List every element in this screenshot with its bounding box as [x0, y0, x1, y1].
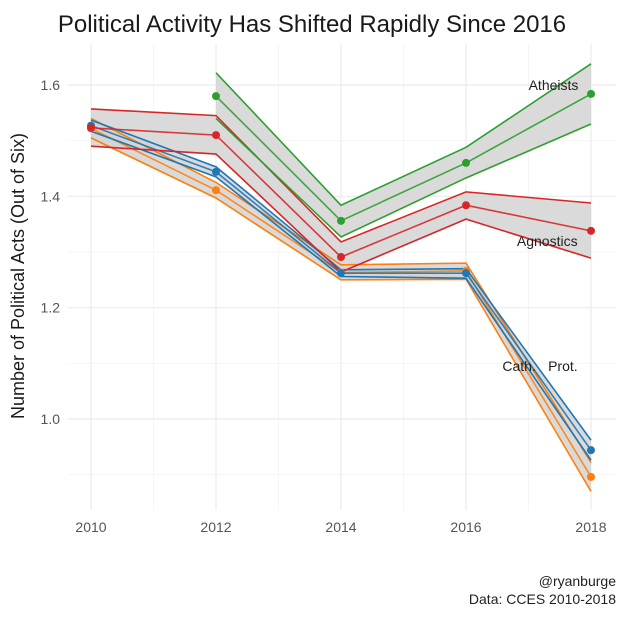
y-tick-label: 1.6 — [41, 77, 61, 93]
y-tick-label: 1.4 — [41, 188, 61, 204]
caption-source: Data: CCES 2010-2018 — [469, 591, 616, 607]
upper-bound-line-atheists — [215, 63, 592, 207]
data-point-cath — [587, 472, 595, 481]
y-axis-label: Number of Political Acts (Out of Six) — [8, 133, 28, 419]
annotation-prot: Prot. — [548, 358, 578, 374]
data-point-agnostics — [587, 226, 595, 235]
chart-title: Political Activity Has Shifted Rapidly S… — [58, 11, 566, 38]
data-point-atheists — [462, 158, 470, 167]
data-point-atheists — [337, 216, 345, 225]
data-point-agnostics — [337, 253, 345, 262]
data-point-prot — [337, 269, 345, 278]
ribbon-agnostics — [91, 108, 591, 273]
ribbon-atheists — [216, 63, 591, 237]
lower-bound-line-cath — [90, 137, 592, 492]
y-tick-labels: 1.0 1.2 1.4 1.6 — [41, 77, 61, 427]
data-point-cath — [212, 186, 220, 195]
y-tick-label: 1.0 — [41, 411, 61, 427]
lower-bound-line-atheists — [215, 117, 592, 238]
mean-line-atheists — [215, 93, 592, 222]
x-tick-labels: 2010 2012 2014 2016 2018 — [75, 519, 606, 535]
confidence-ribbons — [91, 63, 591, 492]
data-point-agnostics — [462, 201, 470, 210]
x-tick-label: 2012 — [200, 519, 231, 535]
data-point-atheists — [212, 92, 220, 101]
data-point-agnostics — [87, 123, 95, 132]
series-annotations: Atheists Agnostics Cath. Prot. — [502, 77, 578, 374]
series-points — [87, 89, 595, 481]
annotation-cath: Cath. — [502, 358, 535, 374]
x-tick-label: 2010 — [75, 519, 106, 535]
data-point-prot — [587, 446, 595, 455]
annotation-agnostics: Agnostics — [517, 233, 578, 249]
x-tick-label: 2016 — [450, 519, 481, 535]
upper-bound-line-agnostics — [90, 108, 592, 243]
x-tick-label: 2018 — [575, 519, 606, 535]
y-tick-label: 1.2 — [41, 300, 61, 316]
gridlines — [68, 44, 616, 510]
data-point-agnostics — [212, 131, 220, 140]
x-tick-label: 2014 — [325, 519, 356, 535]
data-point-atheists — [587, 89, 595, 98]
annotation-atheists: Atheists — [529, 77, 579, 93]
data-point-prot — [212, 167, 220, 176]
data-point-prot — [462, 269, 470, 278]
caption-author: @ryanburge — [539, 573, 616, 589]
